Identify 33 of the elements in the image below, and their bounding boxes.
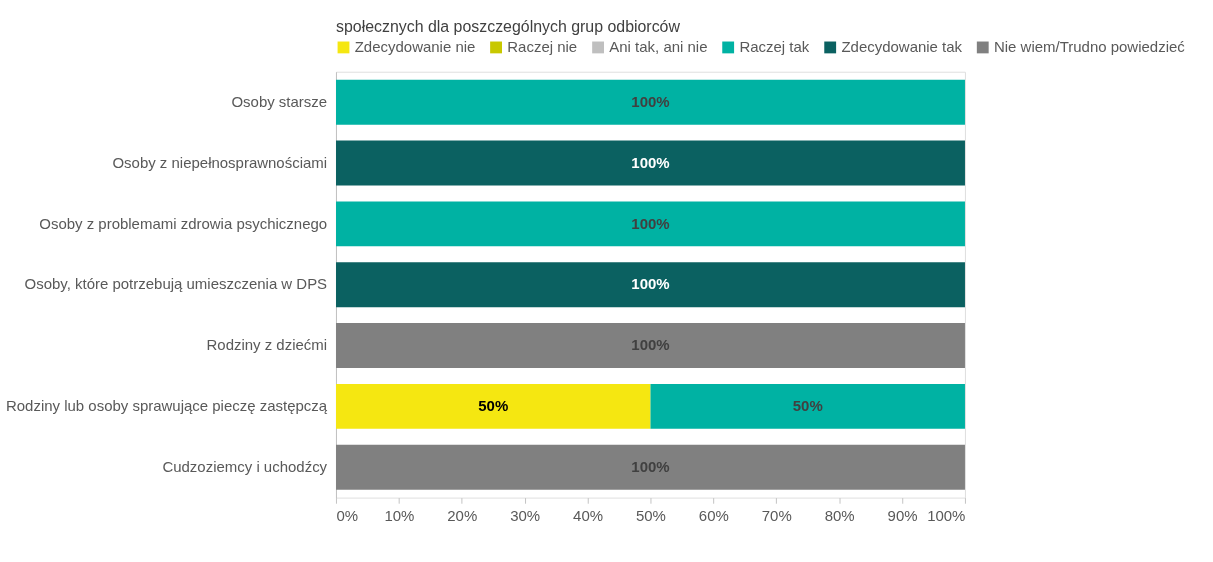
legend-label: Ani tak, ani nie [609,38,708,56]
legend-label: Raczej tak [739,38,810,56]
y-tick-label: Osoby, które potrzebują umieszczenia w DPS [24,275,328,293]
data-label: 100% [631,214,670,232]
x-tick-label: 50% [635,507,666,525]
x-tick-label: 100% [927,507,966,525]
y-tick-label: Osoby starsze [231,92,328,110]
x-tick-label: 30% [510,507,541,525]
data-label: 100% [631,336,670,354]
data-label: 100% [631,275,670,293]
data-label: 50% [792,397,823,415]
y-tick-label: Rodziny lub osoby sprawujące pieczę zastępczą [5,397,328,415]
legend-label: Zdecydowanie tak [841,38,963,56]
x-tick-label: 40% [573,507,604,525]
data-label: 50% [478,397,509,415]
data-label: 100% [631,92,670,110]
y-tick-label: Cudzoziemcy i uchodźcy [162,457,328,475]
data-label: 100% [631,457,670,475]
y-tick-label: Osoby z problemami zdrowia psychicznego [39,214,328,232]
legend-label: Nie wiem/Trudno powiedzieć [993,38,1186,56]
legend-label: Zdecydowanie nie [354,38,476,56]
data-label: 100% [631,153,670,171]
x-tick-label: 10% [384,507,415,525]
chart-title: społecznych dla poszczególnych grup odbiorców [336,18,681,36]
y-tick-label: Osoby z niepełnosprawnościami [112,153,328,171]
x-tick-label: 90% [887,507,918,525]
x-tick-label: 60% [698,507,729,525]
x-tick-label: 20% [447,507,478,525]
legend-label: Raczej nie [507,38,578,56]
x-tick-label: 0% [336,507,359,525]
x-tick-label: 80% [824,507,855,525]
y-tick-label: Rodziny z dziećmi [206,336,328,354]
x-tick-label: 70% [761,507,792,525]
